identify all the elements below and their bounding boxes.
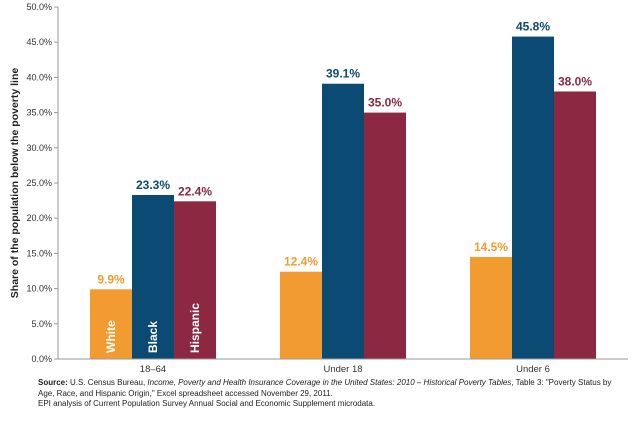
y-tick-label: 0.0% (31, 354, 52, 364)
x-axis-categories: 18–64 Under 18 Under 6 (140, 364, 550, 375)
series-legend-labels: White Black Hispanic (104, 303, 202, 353)
bar (174, 201, 216, 359)
bar-value-label: 45.8% (516, 20, 550, 34)
bar-value-label: 12.4% (284, 255, 318, 269)
series-label: Black (146, 321, 160, 353)
x-category-label: Under 18 (323, 364, 362, 375)
x-category-label: Under 6 (516, 364, 550, 375)
y-tick-label: 20.0% (26, 213, 52, 223)
bar-value-label: 9.9% (97, 272, 125, 286)
y-axis-ticks: 0.0% 5.0% 10.0% 15.0% 20.0% 25.0% 30.0% 35.0% 40… (26, 2, 58, 364)
source-line-2: EPI analysis of Current Population Surve… (38, 399, 376, 408)
bar (470, 256, 512, 359)
source-title: Income, Poverty and Health Insurance Cov… (147, 378, 512, 387)
bar (322, 83, 364, 360)
bar (554, 91, 596, 359)
y-tick-label: 35.0% (26, 108, 52, 118)
value-labels: 9.9% 23.3% 22.4% 12.4% 39.1% 35.0% 14.5% 45.8% 3… (97, 20, 592, 287)
bar (132, 194, 174, 359)
bar (364, 112, 406, 359)
series-label: Hispanic (188, 303, 202, 353)
y-tick-label: 40.0% (26, 72, 52, 82)
series-label: White (104, 320, 118, 353)
source-note: Source: U.S. Census Bureau, Income, Pove… (38, 378, 628, 410)
y-axis-label: Share of the population below the povert… (9, 68, 21, 299)
y-tick-label: 45.0% (26, 37, 52, 47)
y-tick-label: 50.0% (26, 2, 52, 12)
bar (90, 289, 132, 359)
bar-value-label: 35.0% (368, 96, 402, 110)
bar (512, 36, 554, 360)
source-text-2: , Table 3: "Poverty Status by Age, Race,… (38, 378, 612, 398)
y-tick-label: 5.0% (31, 319, 52, 329)
bars (90, 36, 596, 360)
bar (280, 271, 322, 359)
y-tick-label: 10.0% (26, 284, 52, 294)
bar-value-label: 39.1% (326, 67, 360, 81)
bar-value-label: 23.3% (136, 178, 170, 192)
source-text-1: U.S. Census Bureau, (67, 378, 148, 387)
bar-value-label: 22.4% (178, 184, 212, 198)
x-category-label: 18–64 (140, 364, 166, 375)
bar-value-label: 38.0% (558, 74, 592, 88)
bar-value-label: 14.5% (474, 240, 508, 254)
y-tick-label: 30.0% (26, 143, 52, 153)
source-label: Source: (38, 378, 68, 387)
poverty-bar-chart: 0.0% 5.0% 10.0% 15.0% 20.0% 25.0% 30.0% 35.0% 40… (9, 2, 628, 375)
y-tick-label: 15.0% (26, 248, 52, 258)
y-tick-label: 25.0% (26, 178, 52, 188)
